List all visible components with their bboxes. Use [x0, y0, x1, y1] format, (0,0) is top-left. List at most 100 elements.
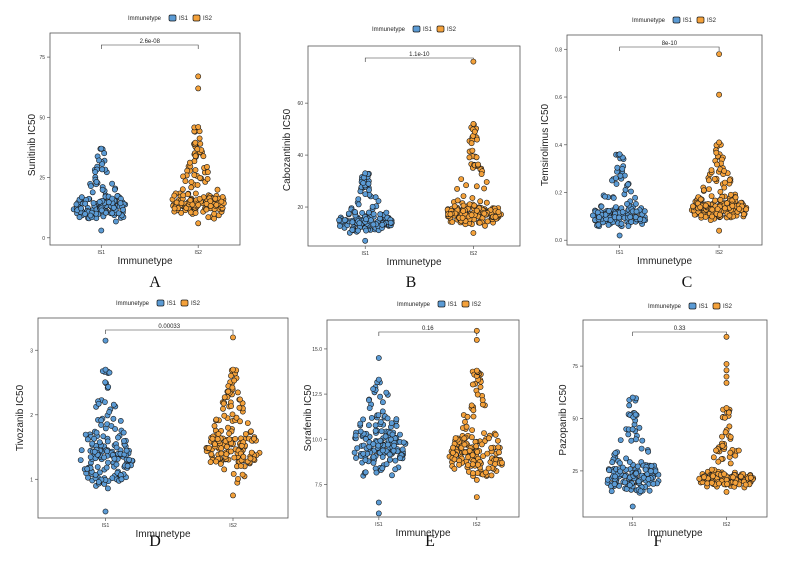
data-point	[223, 443, 230, 450]
data-point	[470, 58, 477, 65]
data-point	[113, 218, 119, 225]
data-point	[632, 411, 639, 418]
y-tick-label: 0.2	[555, 191, 562, 197]
data-point	[93, 178, 100, 185]
legend: Immunetype IS1 IS2	[632, 16, 717, 24]
data-point	[105, 383, 112, 390]
data-point	[110, 401, 117, 408]
data-point	[226, 430, 232, 437]
data-point	[120, 429, 127, 436]
data-point	[192, 210, 199, 216]
data-point	[610, 195, 617, 201]
data-point	[727, 433, 734, 440]
x-axis-label: Immunetype	[117, 256, 172, 267]
data-point	[722, 429, 729, 436]
data-point	[499, 459, 505, 466]
data-point	[200, 153, 207, 160]
data-point	[721, 184, 728, 191]
data-point	[98, 145, 105, 152]
y-tick-label: 0	[42, 236, 45, 242]
data-point	[613, 175, 619, 181]
data-point	[206, 445, 212, 451]
data-point	[611, 481, 618, 487]
data-point	[473, 494, 480, 500]
data-point	[205, 214, 212, 221]
data-point	[229, 411, 236, 418]
data-point	[218, 198, 225, 205]
data-point	[463, 423, 470, 430]
data-point	[495, 444, 502, 451]
data-point	[614, 164, 621, 171]
data-point	[727, 460, 734, 467]
data-point	[616, 151, 623, 158]
series-is1	[590, 151, 649, 239]
data-point	[387, 219, 394, 226]
data-point	[397, 455, 404, 461]
data-point	[393, 416, 400, 423]
data-point	[626, 459, 633, 465]
data-point	[712, 197, 718, 204]
legend-label-is2: IS2	[472, 302, 482, 308]
data-point	[91, 448, 98, 455]
data-point	[115, 210, 122, 217]
data-point	[710, 473, 716, 479]
data-point	[372, 427, 379, 434]
data-point	[451, 465, 458, 472]
data-point	[722, 205, 728, 212]
data-point	[117, 200, 124, 207]
data-point	[247, 455, 254, 462]
data-point	[722, 414, 728, 421]
data-point	[719, 433, 725, 440]
legend-title: Immunetype	[648, 304, 682, 310]
data-point	[383, 209, 390, 216]
data-point	[726, 212, 733, 219]
data-point	[375, 442, 382, 449]
data-point	[495, 209, 502, 215]
data-point	[723, 361, 730, 367]
x-axis-label: Immunetype	[395, 528, 450, 539]
data-point	[451, 456, 458, 463]
data-point	[625, 181, 631, 188]
data-point	[236, 404, 243, 411]
data-point	[392, 466, 399, 473]
data-point	[228, 403, 234, 409]
data-point	[488, 472, 495, 479]
data-point	[102, 399, 108, 405]
y-tick-label: 0.4	[555, 143, 562, 149]
data-point	[94, 464, 101, 470]
data-point	[702, 202, 709, 209]
data-point	[484, 218, 491, 225]
data-point	[184, 167, 191, 174]
data-point	[231, 454, 238, 461]
y-tick-label: 25	[572, 469, 578, 475]
data-point	[110, 204, 117, 211]
data-point	[102, 337, 109, 344]
y-axis-label: Pazopanib IC50	[558, 384, 569, 456]
data-point	[468, 212, 475, 218]
data-point	[248, 449, 255, 456]
data-point	[473, 183, 480, 190]
x-axis-label: Immunetype	[386, 257, 441, 268]
data-point	[389, 431, 396, 438]
x-tick-label-is1: IS1	[375, 522, 383, 528]
data-point	[362, 191, 369, 197]
data-point	[392, 457, 399, 464]
y-tick-label: 10.0	[312, 437, 322, 443]
data-point	[194, 146, 201, 152]
data-point	[365, 180, 372, 187]
data-point	[633, 436, 639, 443]
data-point	[211, 422, 218, 429]
data-point	[191, 172, 198, 178]
data-point	[363, 227, 369, 234]
data-point	[697, 204, 704, 211]
p-value-label: 2.6e-08	[140, 39, 161, 45]
data-point	[362, 435, 369, 442]
data-point	[336, 223, 343, 229]
data-point	[400, 439, 407, 446]
data-point	[706, 186, 712, 192]
x-tick-label-is1: IS1	[102, 523, 110, 529]
data-point	[379, 465, 386, 472]
data-point	[223, 451, 230, 458]
data-point	[450, 444, 456, 451]
